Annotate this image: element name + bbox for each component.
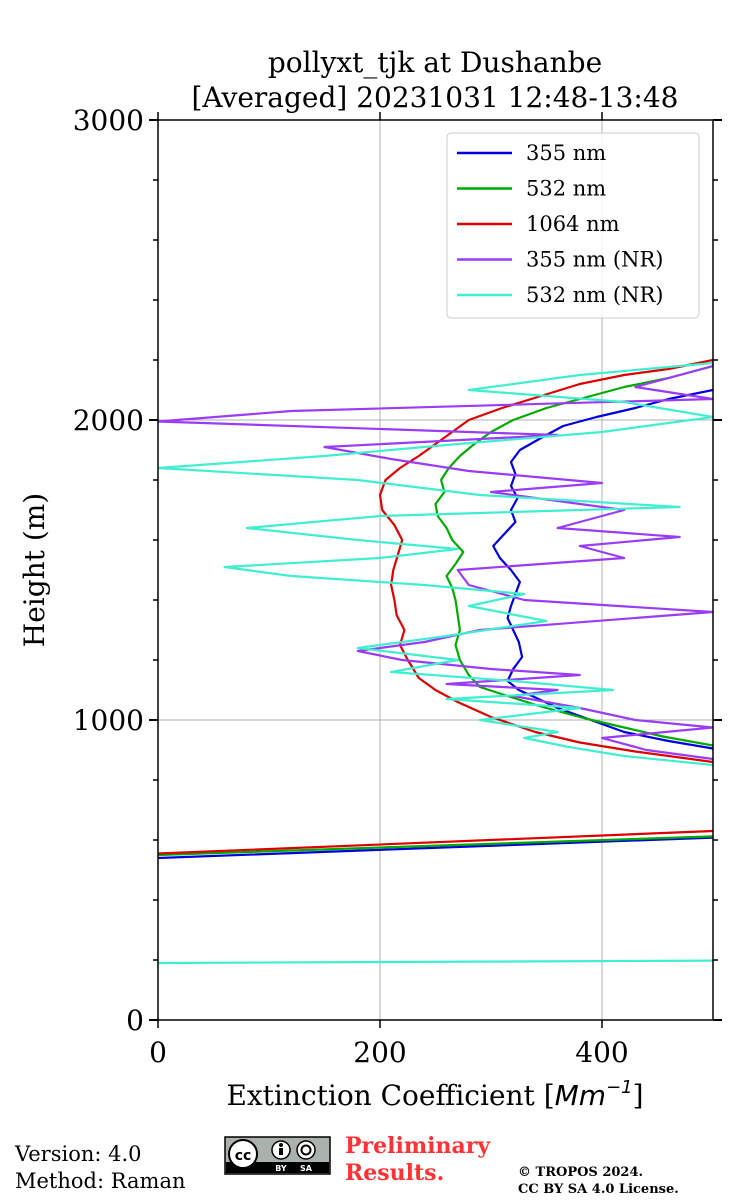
- chart-title-line1: pollyxt_tjk at Dushanbe: [268, 46, 602, 79]
- chart-title-line2: [Averaged] 20231031 12:48-13:48: [192, 81, 679, 114]
- legend-label-4: 532 nm (NR): [526, 283, 663, 307]
- copyright-line1: © TROPOS 2024.: [518, 1165, 643, 1180]
- preliminary-text-line2: Results.: [345, 1160, 444, 1186]
- x-axis-label: Extinction Coefficient [Mm−1]: [226, 1077, 643, 1112]
- version-text: Version: 4.0: [14, 1142, 142, 1166]
- x-tick-label: 400: [575, 1036, 628, 1069]
- preliminary-text-line1: Preliminary: [345, 1133, 491, 1159]
- x-axis-label-end: ]: [633, 1079, 644, 1112]
- legend-label-1: 532 nm: [526, 177, 606, 201]
- axis-ticks: 0 200 400 0 1000 2000 3000: [73, 104, 722, 1069]
- y-tick-label: 3000: [73, 104, 144, 137]
- x-axis-label-unit: Mm: [555, 1079, 606, 1112]
- copyright-line2: CC BY SA 4.0 License.: [518, 1182, 679, 1197]
- x-tick-label: 200: [353, 1036, 406, 1069]
- data-series: [158, 358, 713, 965]
- cc-badge-text: cc: [235, 1148, 252, 1164]
- x-axis-label-main: Extinction Coefficient [: [226, 1079, 554, 1112]
- legend-box: [446, 132, 700, 319]
- plot-frame: [157, 119, 714, 1021]
- series-line-1: [158, 364, 713, 857]
- y-tick-label: 2000: [73, 404, 144, 437]
- sa-icon: [296, 1140, 316, 1160]
- license-sa-text: SA: [300, 1164, 313, 1173]
- legend-label-2: 1064 nm: [526, 212, 620, 236]
- legend-label-0: 355 nm: [526, 141, 606, 165]
- y-axis-label: Height (m): [18, 493, 51, 647]
- y-tick-label: 1000: [73, 704, 144, 737]
- x-axis-label-sup: −1: [606, 1077, 633, 1098]
- series-line-4: [158, 361, 713, 965]
- legend: 355 nm 532 nm 1064 nm 355 nm (NR) 532 nm (NR…: [446, 132, 700, 319]
- cc-license-icon: cc BY SA: [224, 1136, 331, 1175]
- series-line-3: [158, 360, 713, 761]
- method-text: Method: Raman: [15, 1169, 186, 1193]
- legend-label-3: 355 nm (NR): [526, 248, 663, 272]
- y-tick-label: 0: [126, 1004, 144, 1037]
- license-by-text: BY: [275, 1164, 287, 1173]
- x-tick-label: 0: [149, 1036, 167, 1069]
